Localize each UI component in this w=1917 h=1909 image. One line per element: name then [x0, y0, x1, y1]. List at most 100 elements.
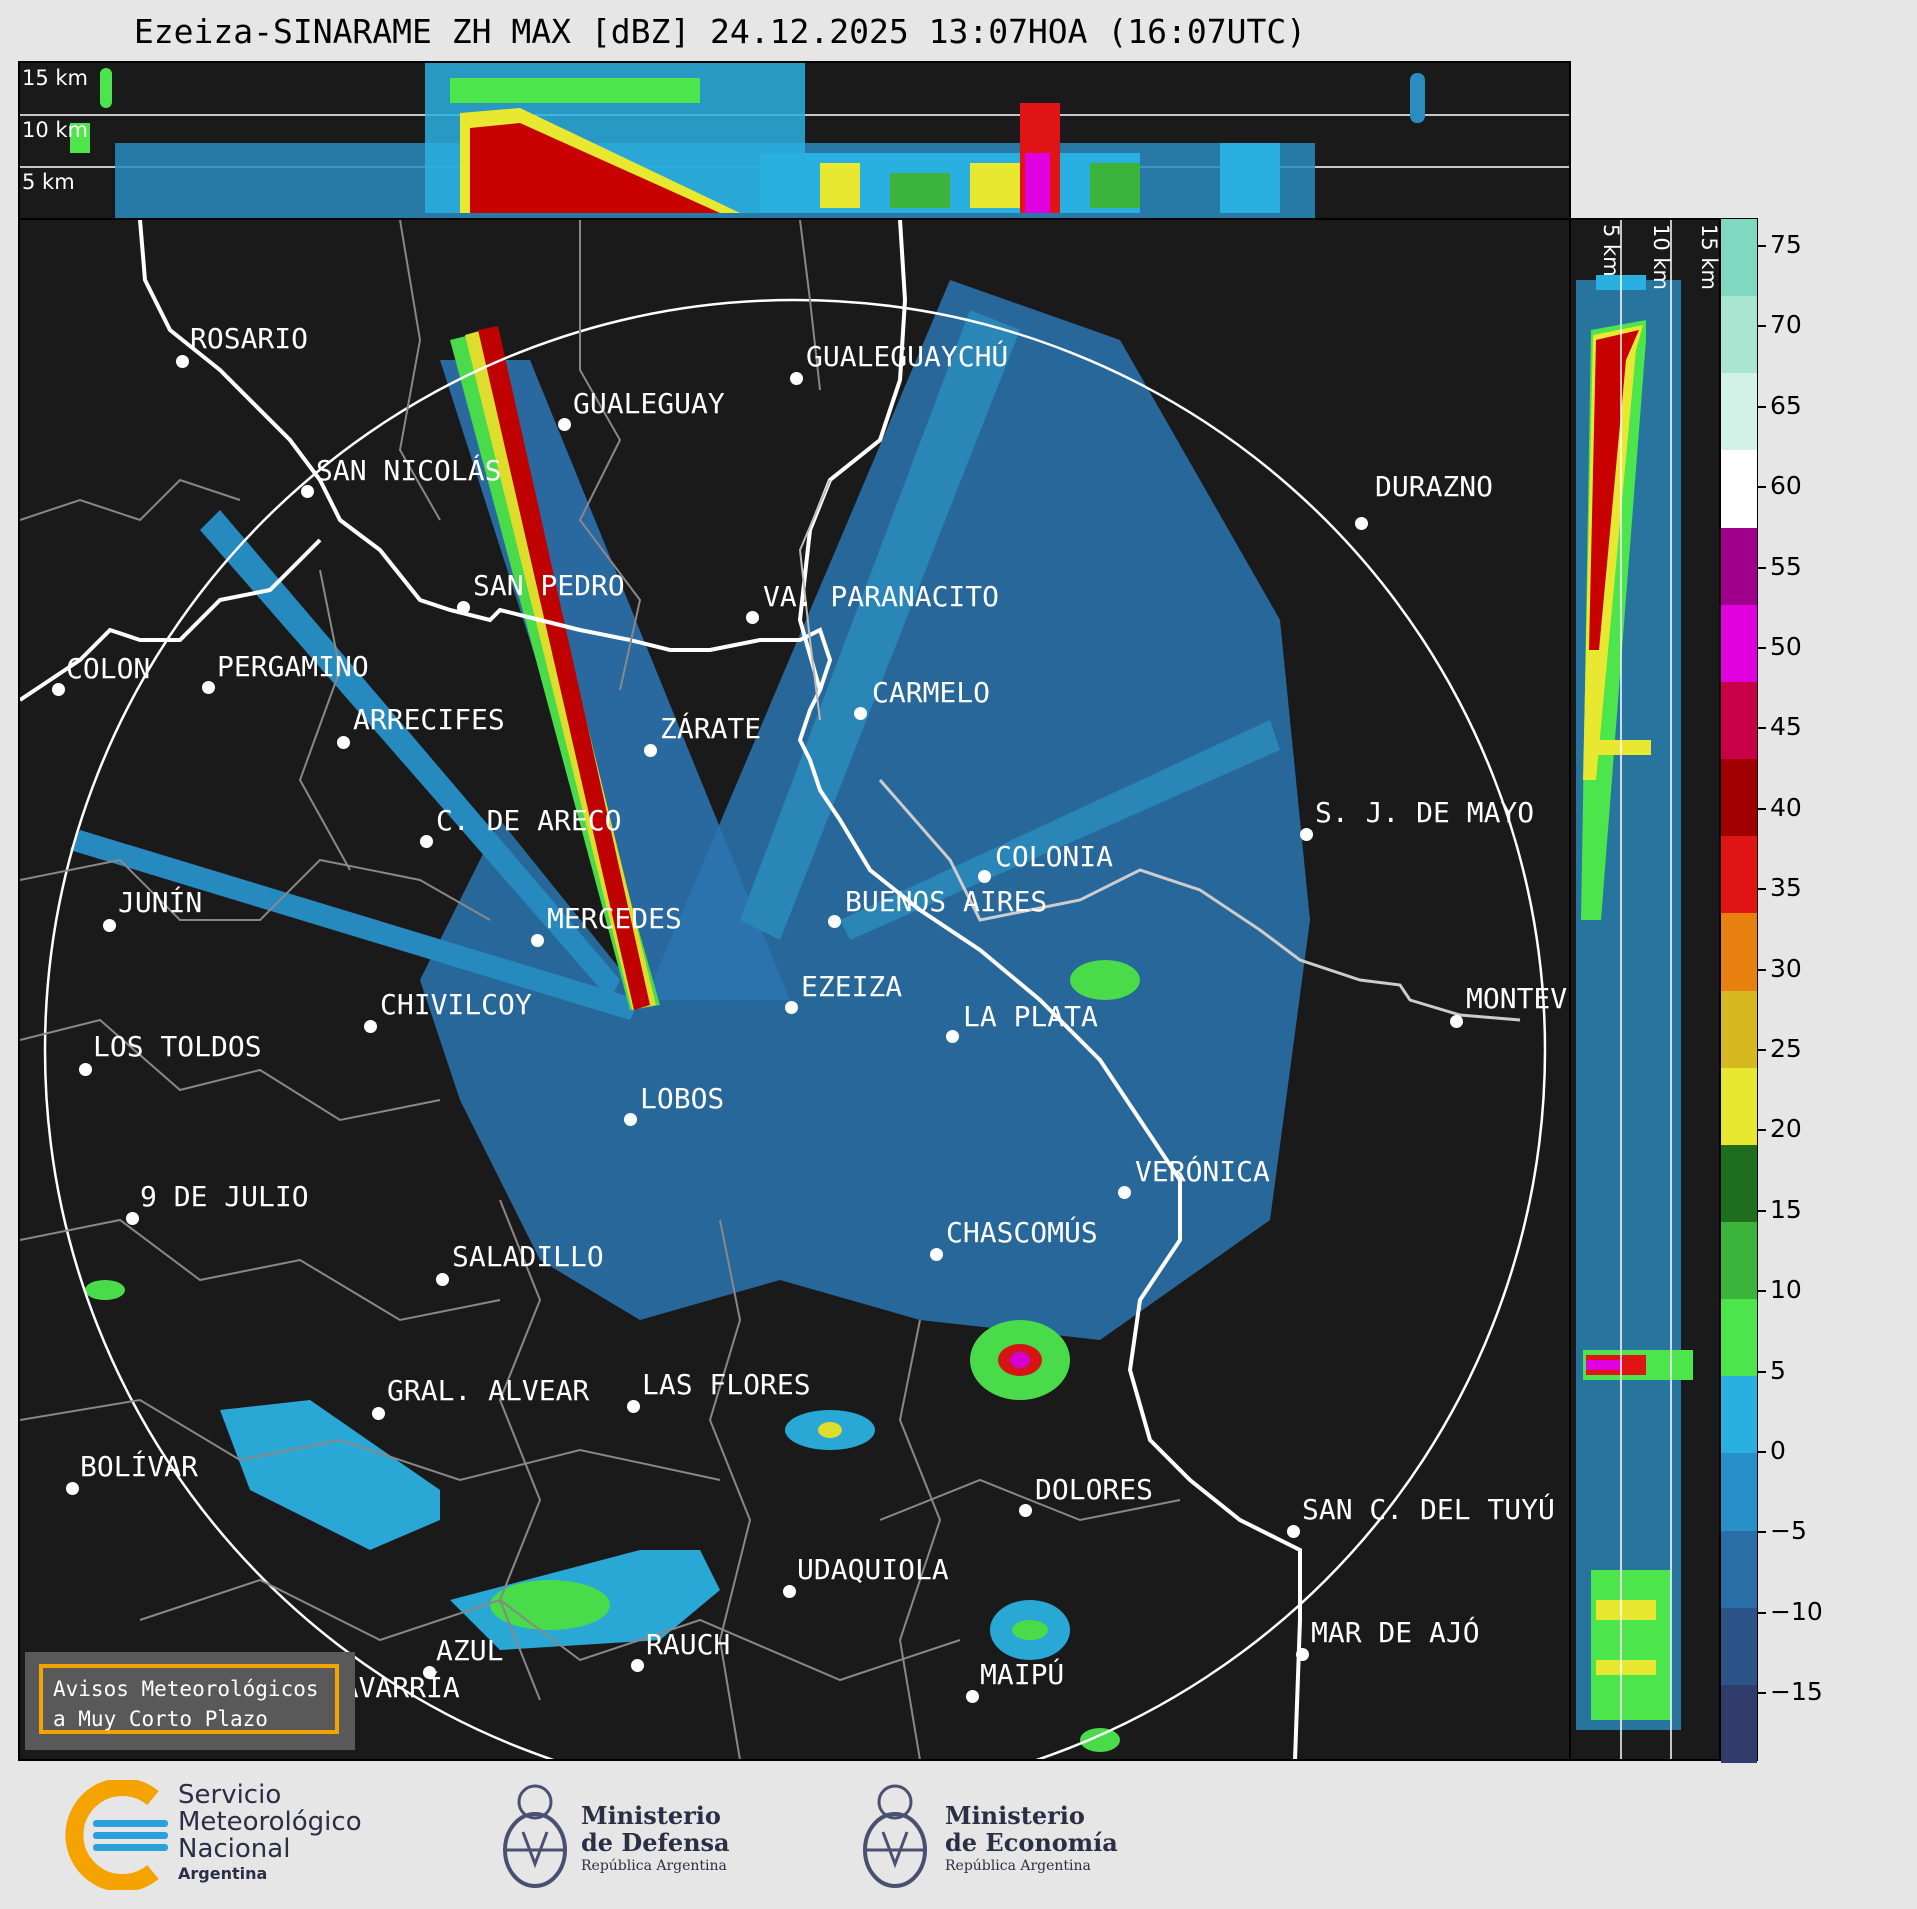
side-height-label-5km: 5 km [1599, 224, 1623, 277]
city-marker [644, 744, 657, 757]
colorbar-tick [1758, 1692, 1766, 1695]
colorbar-tick [1758, 1451, 1766, 1453]
range-ring [43, 298, 1547, 1759]
side-profile-echoes [1576, 220, 1693, 1759]
city-marker [930, 1248, 943, 1261]
smn-line-4: Argentina [178, 1864, 268, 1883]
colorbar-tick-label: 45 [1770, 712, 1802, 742]
city-bolivar: BOLÍVAR [80, 1450, 199, 1483]
colorbar-tick-label: −5 [1770, 1516, 1807, 1546]
city-junin: JUNÍN [118, 886, 203, 919]
colorbar-tick-label: −15 [1770, 1677, 1823, 1707]
city-marker [301, 485, 314, 498]
colorbar-band [1721, 1684, 1757, 1763]
city-marker [1118, 1186, 1131, 1199]
city-zarate: ZÁRATE [660, 712, 762, 745]
city-marker [624, 1113, 637, 1126]
city-marker [436, 1273, 449, 1286]
city-carmelo: CARMELO [872, 676, 991, 709]
colorbar-tick-label: 40 [1770, 792, 1802, 822]
city-marker [202, 681, 215, 694]
city-marker [785, 1001, 798, 1014]
colorbar-tick [1758, 325, 1766, 328]
colorbar-tick-label: 20 [1770, 1114, 1802, 1144]
height-label-5km: 5 km [22, 170, 75, 194]
colorbar-band [1721, 681, 1757, 761]
city-udaquiola: UDAQUIOLA [797, 1553, 949, 1586]
city-veronica: VERÓNICA [1135, 1155, 1270, 1188]
notice-box[interactable]: Avisos Meteorológicos a Muy Corto Plazo [39, 1664, 339, 1734]
city-san-c-del-tuyu: SAN C. DEL TUYÚ [1302, 1493, 1555, 1526]
city-marker [176, 355, 189, 368]
colorbar-band [1721, 1376, 1757, 1455]
colorbar-band [1721, 1144, 1757, 1223]
colorbar-band [1721, 1530, 1757, 1609]
coat-of-arms-icon [503, 1784, 567, 1888]
radar-map-graphics [20, 220, 1547, 1759]
radar-map: ROSARIO GUALEGUAYCHÚ GUALEGUAY SAN NICOL… [18, 218, 1571, 1761]
height-label-15km: 15 km [22, 66, 89, 90]
coat-of-arms-icon [863, 1784, 927, 1888]
city-marker [457, 601, 470, 614]
city-marker [1296, 1648, 1309, 1661]
defensa-line-1: Ministerio [581, 1801, 721, 1830]
city-rauch: RAUCH [646, 1628, 731, 1661]
economia-line-2: de Economía [945, 1828, 1118, 1857]
city-mercedes: MERCEDES [547, 902, 682, 935]
city-la-plata: LA PLATA [963, 1000, 1098, 1033]
colorbar-tick [1758, 727, 1766, 730]
city-chivilcoy: CHIVILCOY [380, 988, 532, 1021]
smn-line-1: Servicio [178, 1780, 282, 1810]
colorbar-tick-label: 25 [1770, 1034, 1802, 1063]
city-marker [558, 418, 571, 431]
defensa-line-3: República Argentina [581, 1858, 727, 1874]
city-marker [1355, 517, 1368, 530]
map-title: Ezeiza-SINARAME ZH MAX [dBZ] 24.12.2025 … [133, 12, 1307, 51]
defensa-line-2: de Defensa [581, 1828, 730, 1857]
city-montev: MONTEV [1466, 982, 1568, 1015]
smn-line-2: Meteorológico [178, 1807, 362, 1837]
colorbar-tick [1758, 1531, 1766, 1534]
city-marker [364, 1020, 377, 1033]
city-marker [790, 372, 803, 385]
city-marker [1450, 1015, 1463, 1028]
city-colonia: COLONIA [995, 840, 1114, 873]
notice-panel[interactable]: Avisos Meteorológicos a Muy Corto Plazo [25, 1652, 355, 1750]
city-san-pedro: SAN PEDRO [473, 569, 625, 602]
colorbar-tick-label: 65 [1770, 390, 1802, 420]
city-marker [946, 1030, 959, 1043]
colorbar-tick [1758, 245, 1766, 247]
city-azul: AZUL [436, 1634, 504, 1667]
city-chascomus: CHASCOMÚS [946, 1216, 1098, 1249]
city-gral-alvear: GRAL. ALVEAR [387, 1374, 590, 1407]
city-marker [1019, 1504, 1032, 1517]
city-buenos-aires: BUENOS AIRES [845, 885, 1048, 918]
department-borders [20, 220, 1181, 1759]
city-marker [420, 835, 433, 848]
city-marker [79, 1063, 92, 1076]
city-saladillo: SALADILLO [452, 1240, 604, 1273]
city-marker [783, 1585, 796, 1598]
colorbar-band [1721, 1067, 1757, 1146]
colorbar-tick [1758, 1129, 1766, 1132]
city-9-de-julio: 9 DE JULIO [140, 1180, 309, 1213]
city-arrecifes: ARRECIFES [353, 703, 505, 736]
colorbar-tick-label: 30 [1770, 953, 1802, 983]
side-height-label-15km: 15 km [1697, 224, 1721, 291]
colorbar-band [1721, 1299, 1757, 1378]
colorbar-tick-label: 0 [1770, 1436, 1786, 1465]
city-gualeguaychu: GUALEGUAYCHÚ [806, 340, 1009, 373]
colorbar-tick [1758, 1209, 1766, 1212]
top-profile-echoes [20, 63, 1569, 218]
city-s-j-de-mayo: S. J. DE MAYO [1315, 796, 1535, 829]
city-lobos: LOBOS [640, 1082, 725, 1115]
smn-line-3: Nacional [178, 1834, 291, 1864]
notice-line-1: Avisos Meteorológicos [53, 1677, 319, 1701]
smn-emblem-icon [65, 1780, 168, 1890]
colorbar-band [1721, 1221, 1757, 1301]
city-marker [1300, 828, 1313, 841]
reflectivity-echoes [70, 280, 1310, 1752]
colorbar-tick [1758, 566, 1766, 569]
colorbar-band [1721, 990, 1757, 1069]
colorbar-tick [1758, 888, 1766, 891]
